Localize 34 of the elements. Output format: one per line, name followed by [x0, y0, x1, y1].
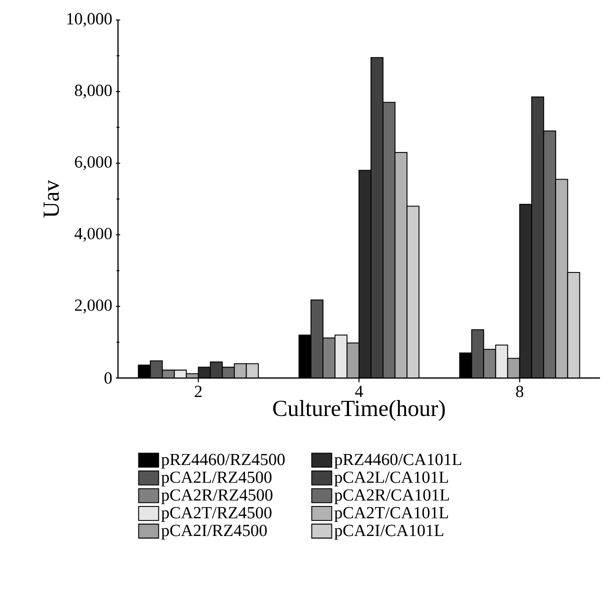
bar — [531, 96, 544, 378]
bar — [567, 272, 580, 378]
bar — [395, 152, 408, 378]
y-tick-label: 8,000 — [74, 84, 112, 99]
legend-label: pRZ4460/CA101L — [334, 454, 462, 469]
legend-label: pRZ4460/RZ4500 — [161, 454, 285, 469]
y-tick-label: 6,000 — [74, 156, 112, 170]
bar — [335, 335, 348, 378]
x-tick-label: 4 — [355, 386, 363, 397]
legend-label: pCA2T/CA101L — [334, 507, 448, 522]
legend-label: pCA2T/RZ4500 — [161, 507, 272, 522]
bar — [543, 130, 556, 378]
x-tick-label: 2 — [194, 386, 202, 397]
bar — [383, 102, 396, 378]
legend-label: pCA2I/CA101L — [334, 524, 444, 540]
x-tick-label: 8 — [516, 386, 524, 398]
y-axis-title: Uav — [44, 180, 59, 218]
legend-label: pCA2L/RZ4500 — [161, 472, 272, 486]
legend-label: pCA2L/CA101L — [334, 472, 448, 486]
y-tick-label: 10,000 — [67, 13, 112, 27]
legend-label: pCA2I/RZ4500 — [161, 524, 267, 540]
bar — [311, 300, 323, 378]
legend-label: pCA2R/RZ4500 — [161, 489, 272, 504]
legend-label: pCA2R/CA101L — [334, 489, 449, 504]
bar — [371, 58, 384, 378]
y-tick-label: 2,000 — [74, 299, 112, 314]
bar — [359, 170, 372, 378]
bar — [471, 329, 484, 378]
y-tick-label: 4,000 — [74, 228, 112, 242]
x-axis-title: CultureTime(hour) — [273, 400, 445, 421]
bar — [519, 204, 532, 378]
bar — [555, 178, 568, 378]
y-tick-label: 0 — [104, 372, 112, 384]
bar — [407, 206, 420, 378]
